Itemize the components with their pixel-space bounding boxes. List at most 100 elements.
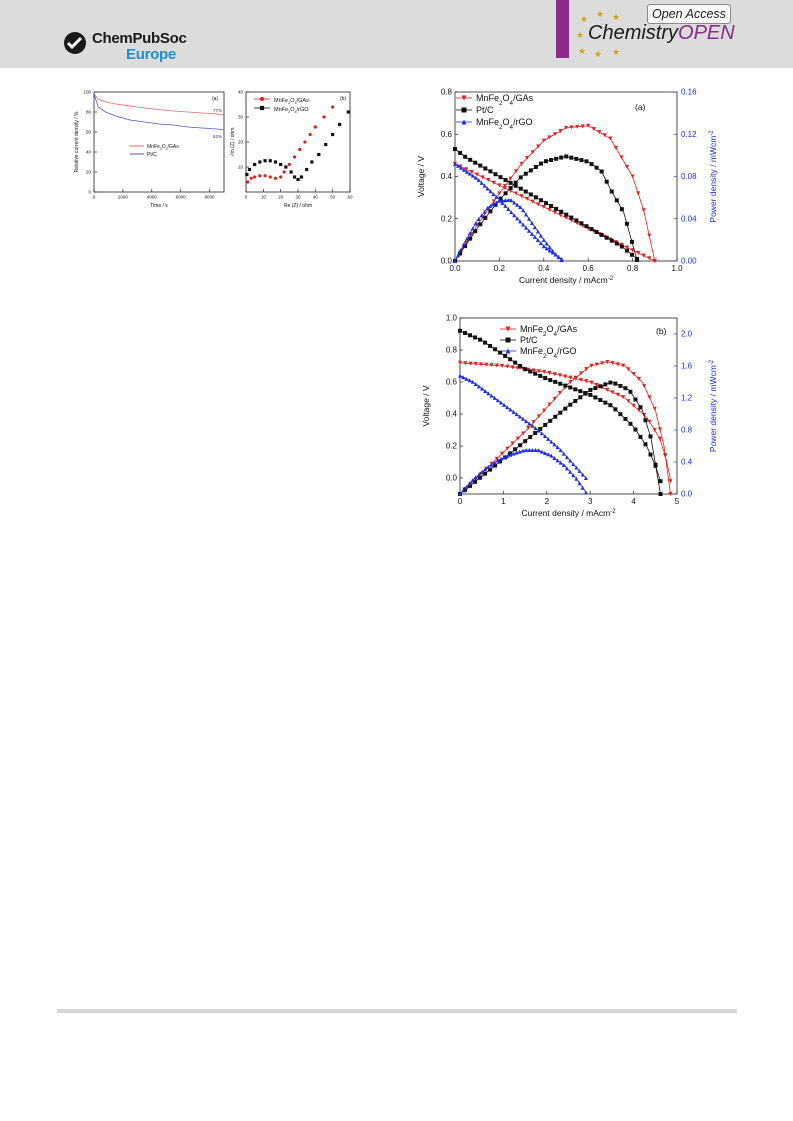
data-point bbox=[463, 154, 468, 159]
data-point bbox=[584, 224, 589, 229]
x-tick-label: 10 bbox=[261, 195, 267, 200]
y2-tick-label: 0.4 bbox=[681, 458, 693, 467]
data-point bbox=[548, 378, 553, 383]
data-point bbox=[556, 255, 561, 260]
data-point bbox=[488, 467, 493, 472]
data-point bbox=[641, 208, 646, 213]
y-axis-label: Voltage / V bbox=[416, 156, 426, 197]
x-tick-label: 0.6 bbox=[583, 264, 595, 273]
x-tick-label: 4000 bbox=[147, 195, 158, 200]
data-point bbox=[505, 454, 510, 459]
data-point bbox=[476, 384, 481, 389]
data-point bbox=[253, 175, 257, 179]
chempubsoc-seal-icon bbox=[64, 32, 86, 54]
eu-stars-icon: ★ ★ ★ ★ ★ ★ ★ bbox=[576, 9, 620, 58]
data-point bbox=[296, 177, 300, 182]
data-point bbox=[575, 124, 580, 129]
data-point bbox=[524, 419, 529, 424]
series-line bbox=[93, 93, 225, 116]
data-point bbox=[482, 209, 487, 214]
data-point bbox=[521, 431, 526, 436]
data-point bbox=[541, 244, 546, 249]
data-point bbox=[263, 174, 267, 178]
data-point bbox=[544, 241, 549, 246]
data-point bbox=[512, 213, 517, 218]
data-point bbox=[461, 95, 467, 101]
data-point bbox=[310, 160, 314, 164]
data-point bbox=[500, 451, 505, 456]
data-point bbox=[505, 405, 510, 410]
data-point bbox=[511, 409, 516, 414]
data-point bbox=[524, 212, 529, 217]
data-point bbox=[473, 479, 478, 484]
series-line bbox=[459, 375, 587, 479]
data-point bbox=[547, 207, 552, 212]
data-point bbox=[552, 396, 557, 401]
data-point bbox=[604, 235, 609, 240]
data-point bbox=[573, 375, 578, 380]
data-point bbox=[468, 483, 473, 488]
data-point bbox=[625, 164, 630, 169]
publisher-name: ChemPubSoc bbox=[92, 30, 187, 47]
data-point bbox=[514, 412, 519, 417]
data-point bbox=[530, 423, 535, 428]
x-tick-label: 0.8 bbox=[627, 264, 639, 273]
data-point bbox=[538, 241, 543, 246]
x-tick-label: 3 bbox=[588, 497, 593, 506]
data-point bbox=[597, 130, 602, 135]
x-tick-label: 8000 bbox=[205, 195, 216, 200]
series-line bbox=[247, 112, 348, 180]
data-point bbox=[518, 186, 523, 191]
legend-entry: MnFe2O4/rGO bbox=[476, 117, 533, 131]
data-point bbox=[498, 400, 503, 405]
y-tick-label: 40 bbox=[86, 150, 92, 155]
data-point bbox=[621, 395, 626, 400]
data-point bbox=[610, 361, 615, 366]
data-point bbox=[497, 191, 502, 196]
data-point bbox=[463, 487, 468, 492]
legend-entry: MnFe2O4/GAs bbox=[520, 324, 578, 338]
data-point bbox=[258, 174, 262, 178]
data-point bbox=[483, 467, 488, 472]
series-line bbox=[459, 381, 661, 495]
x-tick-label: 6000 bbox=[176, 195, 187, 200]
data-point bbox=[498, 350, 503, 355]
data-point bbox=[613, 381, 618, 386]
data-point bbox=[488, 203, 493, 208]
data-point bbox=[608, 403, 613, 408]
data-point bbox=[279, 162, 283, 167]
data-point bbox=[279, 175, 283, 179]
data-point bbox=[528, 168, 533, 173]
footer-rule bbox=[57, 1009, 737, 1013]
data-point bbox=[633, 427, 638, 432]
data-point bbox=[583, 391, 588, 396]
journal-title-chemistry: Chemistry bbox=[588, 22, 679, 44]
y2-axis-label: Power density / mWcm-2 bbox=[708, 130, 718, 222]
data-point bbox=[552, 456, 557, 460]
data-point bbox=[292, 175, 297, 179]
x-tick-label: 0.0 bbox=[449, 264, 461, 273]
data-point bbox=[483, 388, 488, 393]
y-tick-label: 0.0 bbox=[441, 257, 453, 266]
y-tick-label: 0.8 bbox=[446, 346, 458, 355]
data-point bbox=[494, 363, 499, 368]
data-point bbox=[518, 443, 523, 448]
legend-entry: Pt/C bbox=[520, 335, 538, 345]
data-point bbox=[552, 132, 557, 137]
data-point bbox=[609, 238, 614, 243]
data-point bbox=[631, 403, 636, 408]
data-point bbox=[505, 446, 510, 451]
legend-entry: Pt/C bbox=[147, 152, 157, 158]
data-point bbox=[533, 195, 538, 200]
data-point bbox=[574, 476, 579, 481]
data-point bbox=[512, 200, 517, 205]
data-point bbox=[520, 416, 525, 421]
panel-label: (b) bbox=[340, 96, 346, 102]
data-point bbox=[652, 428, 657, 433]
y2-tick-label: 0.00 bbox=[681, 257, 697, 266]
data-point bbox=[461, 375, 466, 380]
data-point bbox=[613, 407, 618, 412]
data-point bbox=[648, 452, 653, 457]
legend-entry: MnFe2O4/GAs bbox=[476, 93, 534, 107]
panel-label: (a) bbox=[212, 96, 218, 102]
